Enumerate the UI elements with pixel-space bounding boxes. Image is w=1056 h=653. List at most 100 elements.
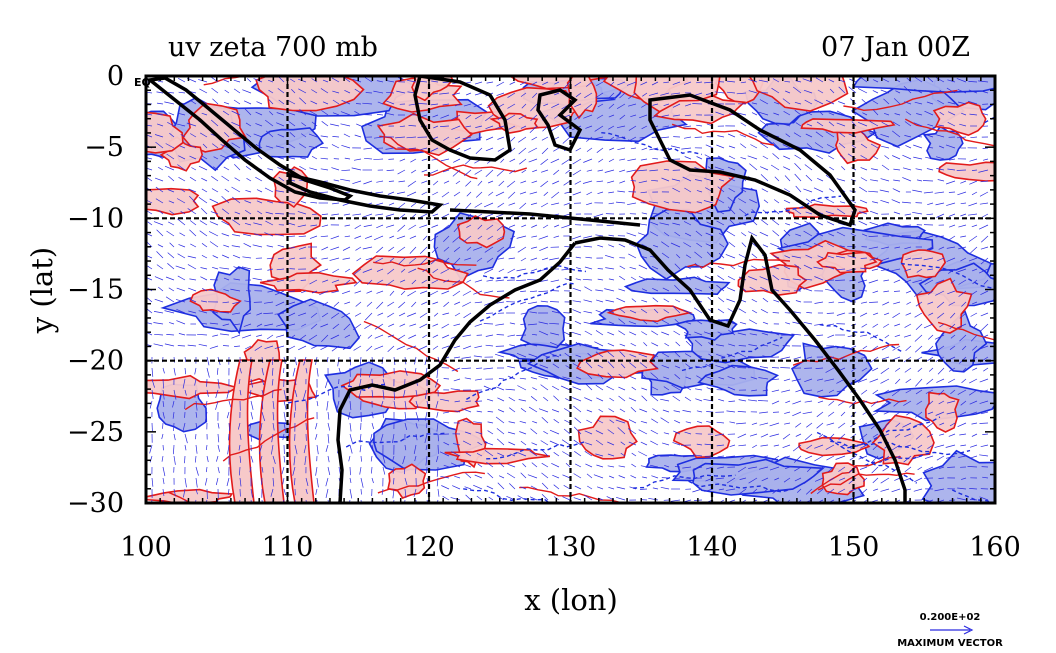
wind-vector (738, 444, 747, 447)
wind-vector (862, 422, 868, 427)
wind-vector (771, 378, 780, 381)
wind-vector (563, 322, 571, 325)
wind-vector (894, 477, 901, 481)
wind-vector (224, 188, 230, 193)
wind-vector (272, 455, 276, 465)
wind-vector (420, 290, 428, 294)
wind-vector (608, 278, 615, 281)
wind-vector (851, 144, 857, 149)
wind-vector (630, 407, 637, 413)
wind-vector (292, 367, 296, 377)
wind-vector (288, 200, 296, 204)
wind-vector (913, 422, 923, 427)
wind-vector (521, 169, 527, 174)
wind-vector (572, 158, 582, 165)
wind-vector (858, 220, 868, 226)
x-tick-label: 120 (403, 532, 455, 563)
wind-vector (540, 300, 549, 303)
wind-vector (739, 455, 747, 460)
wind-vector (315, 466, 318, 476)
wind-vector (904, 246, 912, 250)
wind-vector (850, 233, 857, 237)
wind-vector (474, 378, 483, 381)
wind-vector (151, 389, 154, 399)
wind-vector (608, 103, 615, 109)
wind-vector (748, 90, 758, 94)
wind-vector (176, 308, 186, 314)
wind-vector (553, 419, 560, 424)
wind-vector (915, 389, 923, 395)
wind-vector (440, 475, 450, 479)
wind-vector (462, 290, 472, 296)
wind-vector (895, 90, 901, 94)
wind-vector (683, 455, 692, 458)
wind-vector (162, 477, 165, 485)
wind-vector (417, 103, 428, 105)
wind-vector (696, 410, 703, 413)
wind-vector (265, 145, 274, 149)
wind-vector (641, 373, 648, 380)
wind-vector (836, 389, 846, 393)
wind-vector (968, 81, 978, 83)
wind-vector (462, 334, 472, 337)
wind-vector (293, 455, 296, 466)
vorticity-contour (843, 89, 958, 112)
wind-vector (370, 433, 373, 441)
wind-vector (223, 289, 230, 292)
wind-vector (684, 114, 692, 117)
wind-vector (586, 409, 593, 413)
wind-vector (727, 133, 736, 138)
wind-vector (616, 125, 626, 129)
wind-vector (364, 77, 373, 83)
wind-vector (860, 356, 868, 359)
wind-vector (938, 145, 945, 149)
wind-vector (895, 411, 901, 416)
wind-vector (817, 400, 824, 404)
wind-vector (563, 81, 571, 90)
wind-vector (531, 365, 538, 369)
wind-vector (156, 102, 164, 105)
wind-vector (927, 146, 934, 149)
wind-vector (881, 121, 890, 127)
wind-vector (969, 488, 978, 490)
wind-vector (212, 266, 219, 270)
wind-vector (914, 88, 923, 94)
wind-vector (629, 362, 637, 369)
wind-vector (549, 322, 560, 325)
wind-vector (650, 429, 659, 435)
wind-vector (784, 80, 791, 83)
wind-vector (802, 278, 813, 281)
wind-vector (399, 323, 406, 327)
wind-vector (717, 266, 725, 270)
wind-vector (891, 199, 901, 204)
wind-vector (187, 208, 197, 215)
wind-vector (432, 191, 439, 196)
wind-vector (816, 121, 824, 127)
wind-vector (244, 300, 252, 303)
wind-vector (661, 319, 670, 325)
wind-vector (243, 100, 252, 105)
wind-vector (156, 251, 164, 259)
wind-vector (584, 330, 593, 336)
wind-vector (146, 91, 153, 94)
wind-vector (300, 157, 307, 160)
wind-vector (154, 177, 164, 182)
wind-vector (541, 354, 549, 358)
wind-vector (816, 411, 824, 418)
wind-vector (243, 154, 252, 160)
wind-vector (184, 433, 188, 444)
wind-vector (233, 99, 241, 105)
wind-vector (903, 400, 912, 406)
wind-vector (364, 235, 373, 239)
wind-vector (433, 125, 439, 129)
wind-vector (936, 156, 945, 160)
wind-vector (980, 180, 989, 183)
wind-vector (466, 191, 472, 197)
wind-vector (497, 482, 505, 490)
wind-vector (938, 246, 945, 250)
wind-vector (182, 422, 186, 432)
wind-vector (872, 345, 879, 351)
wind-vector (530, 396, 538, 402)
wind-vector (276, 334, 285, 338)
wind-vector (442, 202, 450, 206)
